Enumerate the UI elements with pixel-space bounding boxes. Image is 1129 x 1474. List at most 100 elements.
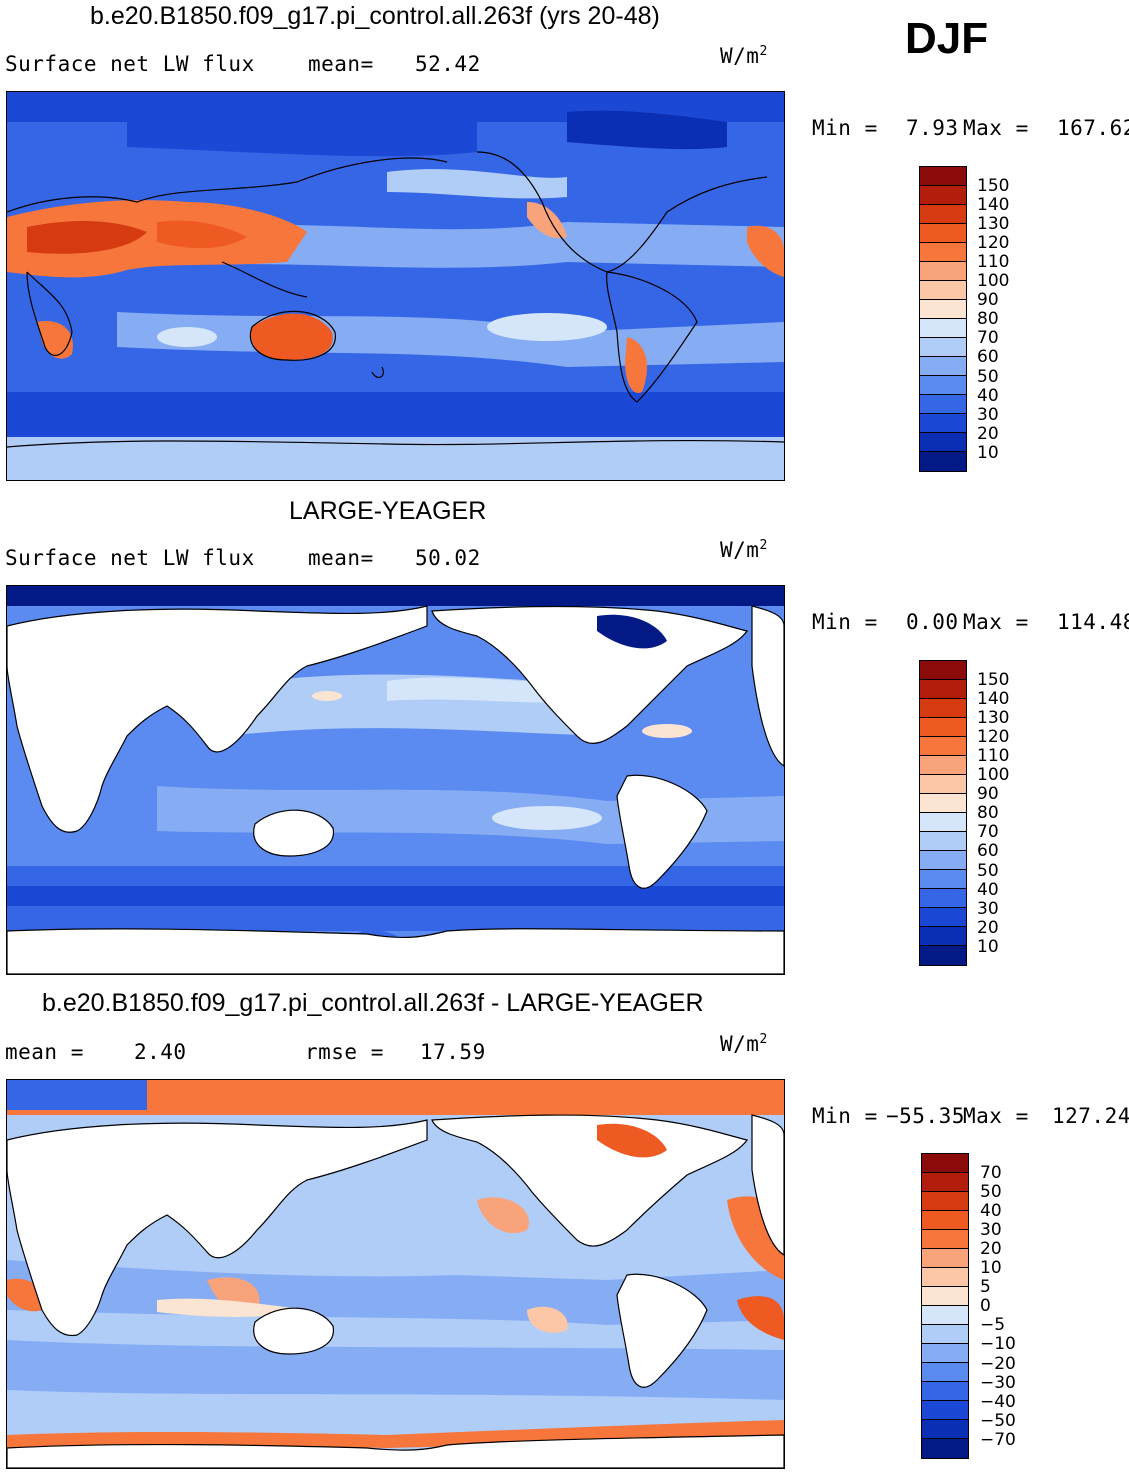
colorbar-swatch: [922, 1344, 968, 1363]
colorbar-tick-label: 100: [977, 765, 1010, 786]
panel1-variable: Surface net LW flux: [5, 52, 255, 76]
colorbar-tick-label: 20: [980, 1239, 1002, 1260]
colorbar-swatch: [920, 224, 966, 243]
colorbar-swatch: [920, 718, 966, 737]
panel1-map: [6, 91, 785, 481]
panel2-units: W/m2: [720, 538, 768, 562]
colorbar-tick-label: 80: [977, 803, 999, 824]
panel2-mean-value: 50.02: [415, 546, 481, 570]
colorbar-swatch: [920, 699, 966, 718]
colorbar-tick-label: 150: [977, 176, 1010, 196]
panel1-max-value: 167.62: [1057, 116, 1129, 140]
colorbar-swatch: [920, 357, 966, 376]
colorbar-swatch: [922, 1420, 968, 1439]
colorbar-swatch: [920, 927, 966, 946]
colorbar-swatch: [922, 1325, 968, 1344]
colorbar-swatch: [920, 395, 966, 414]
colorbar-tick-label: 40: [977, 879, 999, 900]
colorbar-tick-label: 80: [977, 309, 999, 330]
colorbar-swatch: [920, 262, 966, 281]
colorbar-swatch: [920, 338, 966, 357]
colorbar-tick-label: 90: [977, 290, 999, 311]
colorbar-tick-label: 110: [977, 252, 1010, 273]
colorbar-tick-label: −5: [980, 1315, 1006, 1336]
colorbar-swatch: [920, 281, 966, 300]
colorbar-tick-label: 120: [977, 727, 1010, 748]
colorbar-swatch: [920, 452, 966, 471]
colorbar-tick-label: 10: [977, 442, 999, 463]
colorbar-tick-label: 20: [977, 917, 999, 938]
panel3-colorbar: [921, 1153, 969, 1459]
colorbar-tick-label: 50: [977, 860, 999, 881]
colorbar-tick-label: 130: [977, 214, 1010, 235]
colorbar-swatch: [920, 319, 966, 338]
panel2-mean-label: mean=: [308, 546, 374, 570]
colorbar-swatch: [922, 1268, 968, 1287]
panel3-max-label: Max =: [963, 1104, 1029, 1128]
panel3-rmse-value: 17.59: [420, 1040, 486, 1064]
panel3-mean-value: 2.40: [134, 1040, 187, 1064]
colorbar-tick-label: 40: [980, 1201, 1002, 1222]
colorbar-tick-label: 70: [980, 1163, 1002, 1183]
panel3-title: b.e20.B1850.f09_g17.pi_control.all.263f …: [42, 989, 704, 1017]
colorbar-tick-label: 90: [977, 784, 999, 805]
colorbar-swatch: [922, 1249, 968, 1268]
colorbar-swatch: [920, 243, 966, 262]
colorbar-swatch: [920, 908, 966, 927]
colorbar-swatch: [922, 1211, 968, 1230]
colorbar-tick-label: 60: [977, 841, 999, 862]
panel1-mean-label: mean=: [308, 52, 374, 76]
panel1-max-label: Max =: [963, 116, 1029, 140]
colorbar-swatch: [920, 661, 966, 680]
panel1-title: b.e20.B1850.f09_g17.pi_control.all.263f …: [90, 2, 660, 30]
colorbar-swatch: [920, 794, 966, 813]
panel2-colorbar: [919, 660, 967, 966]
colorbar-tick-label: 10: [980, 1258, 1002, 1279]
colorbar-swatch: [922, 1173, 968, 1192]
colorbar-swatch: [920, 775, 966, 794]
panel1-units: W/m2: [720, 44, 768, 68]
colorbar-swatch: [920, 870, 966, 889]
colorbar-tick-label: −70: [980, 1429, 1016, 1450]
colorbar-tick-label: 50: [977, 366, 999, 387]
colorbar-tick-label: 150: [977, 670, 1010, 690]
colorbar-tick-label: −50: [980, 1410, 1016, 1431]
colorbar-tick-label: 30: [980, 1220, 1002, 1241]
panel2-min-value: 0.00: [906, 610, 959, 634]
colorbar-tick-label: −10: [980, 1334, 1016, 1355]
colorbar-swatch: [920, 889, 966, 908]
colorbar-tick-label: 5: [980, 1277, 991, 1298]
colorbar-swatch: [920, 813, 966, 832]
colorbar-swatch: [922, 1363, 968, 1382]
panel3-mean-label: mean =: [5, 1040, 84, 1064]
colorbar-swatch: [920, 756, 966, 775]
colorbar-swatch: [922, 1287, 968, 1306]
colorbar-tick-label: 10: [977, 936, 999, 957]
colorbar-swatch: [922, 1439, 968, 1458]
panel1-mean-value: 52.42: [415, 52, 481, 76]
panel2-max-label: Max =: [963, 610, 1029, 634]
colorbar-swatch: [920, 167, 966, 186]
colorbar-tick-label: 20: [977, 423, 999, 444]
colorbar-tick-label: 140: [977, 195, 1010, 216]
panel2-min-label: Min =: [812, 610, 878, 634]
colorbar-swatch: [920, 376, 966, 395]
panel3-max-value: 127.24: [1052, 1104, 1129, 1128]
panel3-min-label: Min =: [812, 1104, 878, 1128]
colorbar-swatch: [922, 1154, 968, 1173]
colorbar-swatch: [920, 832, 966, 851]
panel2-title: LARGE-YEAGER: [289, 497, 487, 525]
panel3-rmse-label: rmse =: [305, 1040, 384, 1064]
colorbar-tick-label: 70: [977, 328, 999, 349]
colorbar-tick-label: 120: [977, 233, 1010, 254]
colorbar-swatch: [920, 433, 966, 452]
colorbar-tick-label: 140: [977, 689, 1010, 710]
colorbar-swatch: [920, 737, 966, 756]
panel2-variable: Surface net LW flux: [5, 546, 255, 570]
colorbar-swatch: [920, 946, 966, 965]
colorbar-tick-label: 70: [977, 822, 999, 843]
colorbar-tick-label: 30: [977, 898, 999, 919]
panel1-colorbar: [919, 166, 967, 472]
panel3-map: [6, 1079, 785, 1469]
panel1-min-value: 7.93: [906, 116, 959, 140]
